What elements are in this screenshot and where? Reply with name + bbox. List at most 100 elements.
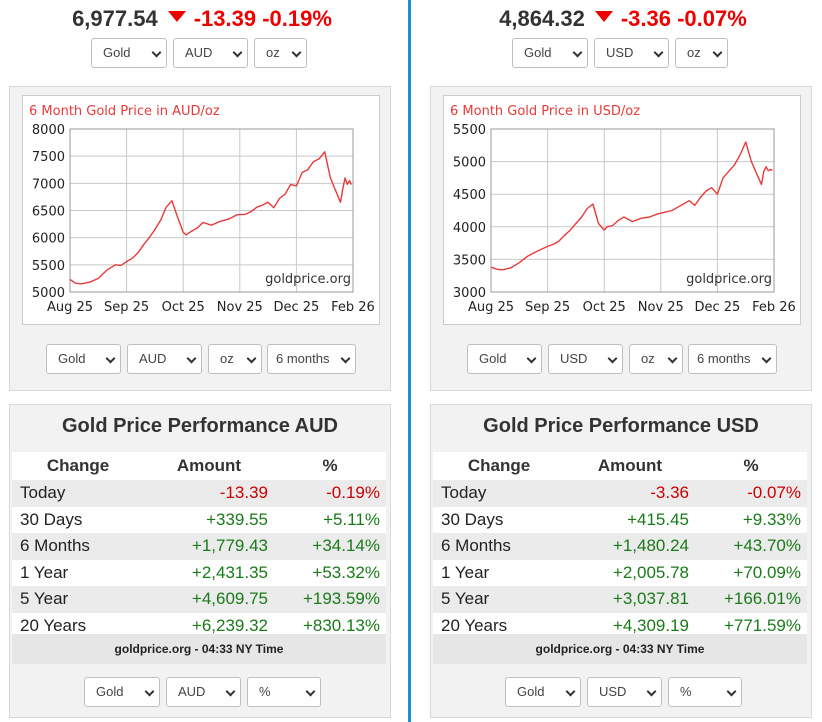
chart-title: 6 Month Gold Price in USD/oz [450,104,640,119]
x-tick-label: Oct 25 [583,300,626,315]
chevron-down-icon [572,47,583,58]
table-row: 30 Days +339.55 +5.11% [12,506,386,533]
chevron-down-icon [305,686,316,697]
x-tick-label: Nov 25 [217,300,263,315]
perf-currency-select[interactable]: USD [587,677,662,707]
x-tick-label: Nov 25 [638,300,684,315]
table-row: Today -3.36 -0.07% [433,480,807,507]
series-line [490,141,773,271]
current-price: 6,977.54 [72,6,158,31]
y-tick-label: 6000 [32,232,65,247]
chevron-down-icon [607,353,618,364]
chevron-down-icon [232,47,243,58]
perf-display-select[interactable]: % [668,677,742,707]
price-change: -13.39 [193,6,257,31]
perf-metal-select[interactable]: Gold [84,677,160,707]
chevron-down-icon [246,353,257,364]
performance-title: Gold Price Performance USD [483,415,759,437]
performance-table: Change Amount % Today -3.36 -0.07% 30 Days… [433,452,807,639]
price-chart: 6 Month Gold Price in USD/oz 3000 3500 4000… [443,95,801,325]
chevron-down-icon [151,47,162,58]
chevron-down-icon [144,686,155,697]
chevron-down-icon [186,353,197,364]
x-tick-label: Sep 25 [104,300,149,315]
chart-watermark: goldprice.org [686,272,772,287]
price-ticker: 4,864.32 -3.36 -0.07% [424,6,822,32]
chevron-down-icon [646,686,657,697]
chart-unit-select[interactable]: oz [208,344,262,374]
column-divider [408,0,411,722]
chevron-down-icon [291,47,302,58]
currency-select[interactable]: USD [594,38,669,68]
y-tick-label: 5500 [453,123,486,138]
x-tick-label: Dec 25 [273,300,319,315]
table-row: Today -13.39 -0.19% [12,480,386,507]
chart-metal-select[interactable]: Gold [467,344,542,374]
performance-panel: Gold Price Performance USD Change Amount… [430,404,812,718]
y-tick-label: 7000 [32,177,65,192]
chart-currency-select[interactable]: AUD [127,344,202,374]
x-tick-label: Feb 26 [331,300,375,315]
x-tick-label: Aug 25 [47,300,93,315]
performance-panel: Gold Price Performance AUD Change Amount… [9,404,391,718]
series-line [69,151,352,285]
chart-period-select[interactable]: 6 months [267,344,356,374]
x-tick-label: Dec 25 [694,300,740,315]
y-tick-label: 3000 [453,286,486,301]
y-tick-label: 8000 [32,123,65,138]
gold-widget-aud: 6,977.54 -13.39 -0.19% Gold AUD oz 6 Mont… [3,0,401,722]
perf-display-select[interactable]: % [247,677,321,707]
chart-watermark: goldprice.org [265,272,351,287]
price-chart-svg: 6 Month Gold Price in AUD/oz 5000 5500 6000… [29,104,375,315]
chevron-down-icon [340,353,351,364]
down-arrow-icon [594,11,613,22]
table-row: 1 Year +2,005.78 +70.09% [433,559,807,586]
price-chart-svg: 6 Month Gold Price in USD/oz 3000 3500 4000… [450,104,796,315]
unit-select[interactable]: oz [254,38,307,68]
y-tick-label: 3500 [453,253,486,268]
table-row: 30 Days +415.45 +9.33% [433,506,807,533]
column-header-percent: % [274,452,386,480]
chart-unit-select[interactable]: oz [629,344,683,374]
price-chart: 6 Month Gold Price in AUD/oz 5000 5500 6000… [22,95,380,325]
currency-select[interactable]: AUD [173,38,248,68]
chart-currency-select[interactable]: USD [548,344,623,374]
plot-area [69,128,354,293]
current-price: 4,864.32 [499,6,585,31]
performance-table: Change Amount % Today -13.39 -0.19% 30 Day… [12,452,386,639]
performance-title: Gold Price Performance AUD [61,415,338,437]
gold-widget-usd: 4,864.32 -3.36 -0.07% Gold USD oz 6 Month… [424,0,822,722]
chevron-down-icon [526,353,537,364]
perf-metal-select[interactable]: Gold [505,677,581,707]
column-header-change: Change [433,452,565,480]
chart-panel: 6 Month Gold Price in AUD/oz 5000 5500 6000… [9,86,391,391]
price-ticker: 6,977.54 -13.39 -0.19% [3,6,401,32]
plot-area [490,128,775,293]
chart-title: 6 Month Gold Price in AUD/oz [29,104,220,119]
down-arrow-icon [167,11,186,22]
chevron-down-icon [712,47,723,58]
chevron-down-icon [105,353,116,364]
price-change-percent: -0.19% [262,6,332,31]
price-change-percent: -0.07% [677,6,747,31]
y-tick-label: 4000 [453,221,486,236]
metal-select[interactable]: Gold [91,38,167,68]
chart-metal-select[interactable]: Gold [46,344,121,374]
column-header-amount: Amount [144,452,274,480]
chevron-down-icon [565,686,576,697]
y-tick-label: 5000 [453,156,486,171]
column-header-amount: Amount [565,452,695,480]
chart-period-select[interactable]: 6 months [688,344,777,374]
unit-select[interactable]: oz [675,38,728,68]
table-row: 5 Year +4,609.75 +193.59% [12,586,386,613]
chart-panel: 6 Month Gold Price in USD/oz 3000 3500 4000… [430,86,812,391]
table-row: 1 Year +2,431.35 +53.32% [12,559,386,586]
chevron-down-icon [653,47,664,58]
y-tick-label: 7500 [32,150,65,165]
x-tick-label: Sep 25 [525,300,570,315]
timestamp-footer: goldprice.org - 04:33 NY Time [433,634,807,664]
table-row: 6 Months +1,779.43 +34.14% [12,533,386,560]
metal-select[interactable]: Gold [512,38,588,68]
perf-currency-select[interactable]: AUD [166,677,241,707]
chevron-down-icon [726,686,737,697]
